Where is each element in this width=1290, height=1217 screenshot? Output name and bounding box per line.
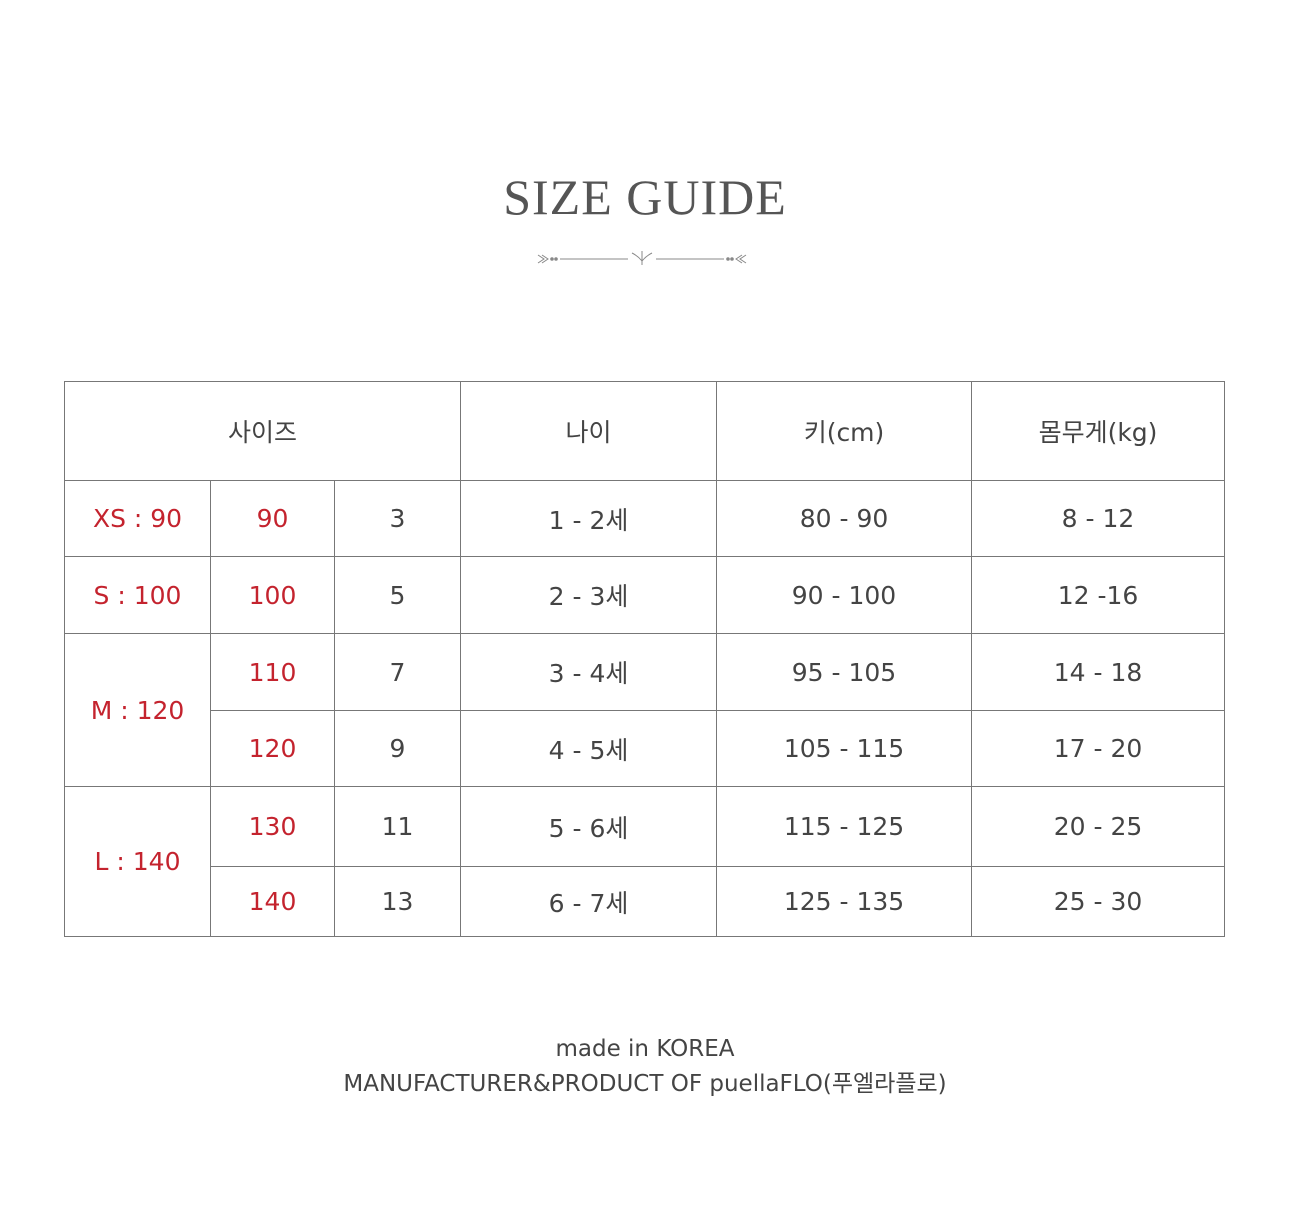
page-title: SIZE GUIDE bbox=[503, 169, 787, 225]
age-cell: 3 - 4세 bbox=[460, 633, 717, 711]
footer: made in KOREA MANUFACTURER&PRODUCT OF pu… bbox=[0, 1032, 1290, 1102]
table-row: XS : 90 90 3 1 - 2세 80 - 90 8 - 12 bbox=[64, 480, 1225, 557]
number-cell: 9 bbox=[334, 710, 461, 787]
table-header-row: 사이즈 나이 키(cm) 몸무게(kg) bbox=[64, 381, 1225, 481]
header-age: 나이 bbox=[460, 381, 717, 481]
weight-cell: 8 - 12 bbox=[971, 480, 1225, 557]
table-row: 140 13 6 - 7세 125 - 135 25 - 30 bbox=[65, 866, 1225, 937]
weight-cell: 17 - 20 bbox=[971, 710, 1225, 787]
header-size: 사이즈 bbox=[64, 381, 461, 481]
header-height: 키(cm) bbox=[716, 381, 972, 481]
size-cell: 90 bbox=[210, 480, 335, 557]
number-cell: 7 bbox=[334, 633, 461, 711]
size-table: 사이즈 나이 키(cm) 몸무게(kg) XS : 90 90 3 1 - 2세… bbox=[64, 381, 1225, 937]
size-cell: 100 bbox=[210, 556, 335, 634]
weight-cell: 25 - 30 bbox=[971, 866, 1225, 937]
number-cell: 5 bbox=[334, 556, 461, 634]
size-group: S : 100 bbox=[64, 556, 211, 634]
height-cell: 80 - 90 bbox=[716, 480, 972, 557]
weight-cell: 12 -16 bbox=[971, 556, 1225, 634]
age-cell: 5 - 6세 bbox=[460, 786, 717, 867]
height-cell: 125 - 135 bbox=[716, 866, 972, 937]
size-cell: 140 bbox=[210, 866, 335, 937]
size-group: M : 120 bbox=[64, 633, 211, 787]
number-cell: 13 bbox=[334, 866, 461, 937]
size-group: XS : 90 bbox=[64, 480, 211, 557]
manufacturer-text: MANUFACTURER&PRODUCT OF puellaFLO(푸엘라플로) bbox=[343, 1071, 947, 1097]
age-cell: 4 - 5세 bbox=[460, 710, 717, 787]
made-in-text: made in KOREA bbox=[555, 1036, 735, 1062]
table-row: L : 140 130 11 5 - 6세 115 - 125 20 - 25 bbox=[64, 786, 1225, 937]
height-cell: 95 - 105 bbox=[716, 633, 972, 711]
size-group: L : 140 bbox=[64, 786, 211, 937]
table-row: 120 9 4 - 5세 105 - 115 17 - 20 bbox=[65, 710, 1225, 787]
size-cell: 120 bbox=[210, 710, 335, 787]
header-weight: 몸무게(kg) bbox=[971, 381, 1225, 481]
size-cell: 110 bbox=[210, 633, 335, 711]
age-cell: 1 - 2세 bbox=[460, 480, 717, 557]
table-row: S : 100 100 5 2 - 3세 90 - 100 12 -16 bbox=[64, 556, 1225, 634]
weight-cell: 14 - 18 bbox=[971, 633, 1225, 711]
height-cell: 90 - 100 bbox=[716, 556, 972, 634]
age-cell: 6 - 7세 bbox=[460, 866, 717, 937]
number-cell: 3 bbox=[334, 480, 461, 557]
weight-cell: 20 - 25 bbox=[971, 786, 1225, 867]
table-row: M : 120 110 7 3 - 4세 95 - 105 14 - 18 bbox=[64, 633, 1225, 787]
height-cell: 105 - 115 bbox=[716, 710, 972, 787]
size-cell: 130 bbox=[210, 786, 335, 867]
number-cell: 11 bbox=[334, 786, 461, 867]
ornament-divider-icon bbox=[537, 251, 747, 265]
age-cell: 2 - 3세 bbox=[460, 556, 717, 634]
height-cell: 115 - 125 bbox=[716, 786, 972, 867]
